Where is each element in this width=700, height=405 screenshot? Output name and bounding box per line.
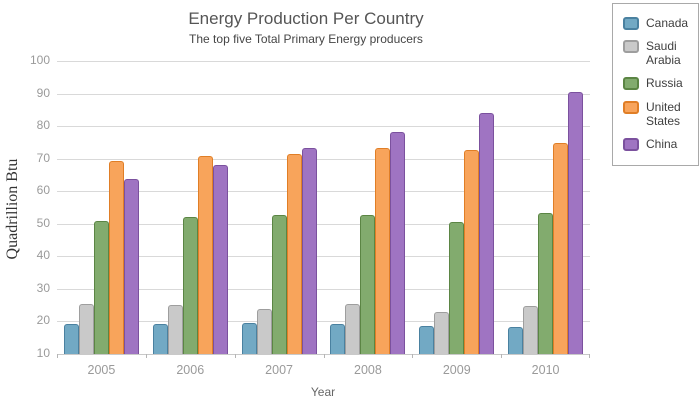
- bar-united-states-2006[interactable]: [197, 156, 213, 354]
- bar-china-2009[interactable]: [479, 113, 495, 354]
- bar-china-2007[interactable]: [301, 148, 317, 354]
- gridline-y-100: [57, 61, 590, 62]
- legend-label: Saudi Arabia: [646, 39, 681, 68]
- bar-group-2009: [412, 61, 501, 354]
- bar-canada-2005[interactable]: [63, 324, 79, 354]
- x-tick-label-2010: 2010: [531, 363, 560, 377]
- y-tick-label-100: 100: [29, 53, 50, 67]
- bar-china-2010[interactable]: [568, 92, 584, 354]
- bar-group-2010: [501, 61, 590, 354]
- bar-saudi-arabia-2007[interactable]: [256, 309, 272, 354]
- x-axis-tick: [323, 354, 325, 358]
- chart-subtitle: The top five Total Primary Energy produc…: [189, 32, 423, 46]
- bar-group-2008: [324, 61, 413, 354]
- bar-united-states-2007[interactable]: [286, 154, 302, 354]
- y-tick-label-70: 70: [36, 150, 50, 165]
- y-tick-label-20: 20: [36, 313, 50, 328]
- legend-label: Russia: [646, 76, 683, 91]
- x-tick-label-2005: 2005: [87, 363, 116, 377]
- bar-china-2008[interactable]: [390, 132, 406, 354]
- gridline-y-40: [57, 256, 590, 258]
- bar-russia-2006[interactable]: [182, 217, 198, 354]
- bar-canada-2009[interactable]: [419, 326, 435, 354]
- y-tick-label-10: 10: [36, 346, 50, 360]
- bar-russia-2009[interactable]: [449, 222, 465, 354]
- bar-united-states-2009[interactable]: [464, 150, 480, 354]
- bar-canada-2010[interactable]: [508, 327, 524, 354]
- gridline-y-50: [57, 223, 590, 225]
- legend-item-saudi-arabia[interactable]: Saudi Arabia: [623, 39, 694, 67]
- bar-russia-2010[interactable]: [538, 213, 554, 354]
- x-axis-tick: [412, 354, 414, 358]
- bar-china-2006[interactable]: [212, 165, 228, 354]
- y-tick-label-90: 90: [36, 85, 50, 100]
- legend-label: United States: [646, 99, 681, 128]
- legend-marker-icon: [623, 40, 639, 54]
- bar-group-2007: [235, 61, 324, 354]
- gridline-y-90: [57, 93, 590, 95]
- y-tick-label-30: 30: [36, 280, 50, 295]
- x-tick-label-2006: 2006: [176, 363, 205, 377]
- bar-united-states-2008[interactable]: [375, 148, 391, 354]
- bar-united-states-2005[interactable]: [108, 161, 124, 354]
- x-axis-tick: [145, 354, 147, 358]
- bar-saudi-arabia-2008[interactable]: [345, 304, 361, 354]
- legend-label: China: [646, 136, 678, 151]
- x-tick-label-2009: 2009: [442, 363, 471, 377]
- legend-marker-icon: [623, 137, 639, 151]
- x-tick-label-2008: 2008: [354, 363, 382, 377]
- bar-russia-2005[interactable]: [93, 221, 109, 354]
- bar-united-states-2010[interactable]: [553, 143, 569, 354]
- x-tick-label-2007: 2007: [265, 363, 293, 377]
- gridline-y-60: [57, 191, 590, 193]
- bar-canada-2008[interactable]: [330, 324, 346, 354]
- legend-label: Canada: [646, 16, 689, 30]
- x-axis-tick: [501, 354, 503, 358]
- bar-russia-2007[interactable]: [271, 215, 287, 354]
- legend-marker-icon: [623, 100, 639, 114]
- bar-group-2006: [146, 61, 235, 354]
- legend-item-canada[interactable]: Canada: [623, 16, 694, 30]
- gridline-y-80: [57, 126, 590, 128]
- bar-canada-2007[interactable]: [241, 323, 257, 354]
- x-axis-tick: [234, 354, 236, 358]
- gridline-y-70: [57, 158, 590, 160]
- bar-saudi-arabia-2006[interactable]: [167, 305, 183, 354]
- x-axis-title: Year: [310, 385, 336, 399]
- bar-canada-2006[interactable]: [152, 324, 168, 354]
- gridline-y-30: [57, 288, 590, 290]
- bar-saudi-arabia-2009[interactable]: [434, 312, 450, 354]
- legend-item-china[interactable]: China: [623, 137, 694, 151]
- chart-title: Energy Production Per Country: [188, 9, 424, 28]
- y-tick-label-40: 40: [36, 248, 50, 263]
- y-tick-label-50: 50: [36, 215, 50, 230]
- bar-china-2005[interactable]: [123, 179, 139, 354]
- legend-marker-icon: [623, 77, 639, 91]
- bar-saudi-arabia-2010[interactable]: [523, 306, 539, 354]
- y-tick-label-60: 60: [36, 183, 50, 198]
- bar-group-2005: [57, 61, 146, 354]
- x-axis-tick: [57, 354, 58, 358]
- y-tick-label-80: 80: [36, 118, 50, 133]
- legend-item-united-states[interactable]: United States: [623, 100, 694, 128]
- x-axis-tick: [589, 354, 590, 358]
- legend: Canada Saudi Arabia Russia United States Chi…: [612, 3, 699, 167]
- bar-saudi-arabia-2005[interactable]: [78, 304, 94, 354]
- plot-area: [57, 61, 590, 358]
- legend-item-russia[interactable]: Russia: [623, 76, 694, 91]
- bar-russia-2008[interactable]: [360, 215, 376, 354]
- legend-marker-icon: [623, 17, 639, 30]
- gridline-y-20: [57, 321, 590, 323]
